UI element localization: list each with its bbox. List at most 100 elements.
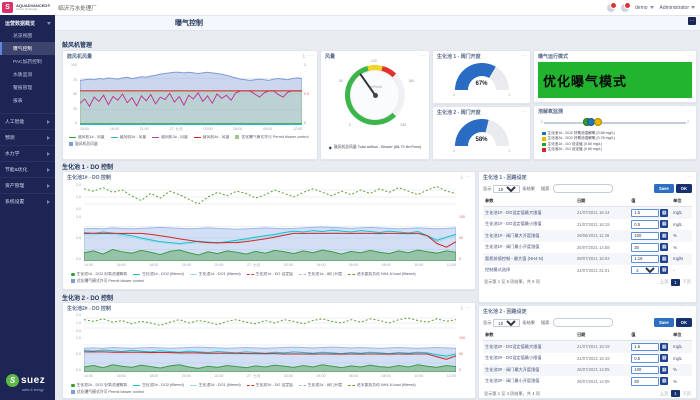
- apply-value-button[interactable]: ▦: [660, 220, 668, 228]
- legend-item[interactable]: 生化池2# - DO 设定值: [247, 383, 293, 388]
- sidebar-group[interactable]: 人工智能: [0, 113, 55, 129]
- sidebar-item[interactable]: 水质监测: [0, 68, 55, 81]
- sidebar-group[interactable]: 节能&优化: [0, 161, 55, 177]
- legend-item[interactable]: 鼓风机总风量: [69, 142, 98, 147]
- legend-item[interactable]: 生化池2# - DO2 好氧池溶解氧: [71, 383, 127, 388]
- page-number[interactable]: 1: [671, 279, 679, 286]
- legend-item[interactable]: 生化池2# - DO2 (filtered): [133, 383, 184, 388]
- apply-value-button[interactable]: ▦: [660, 354, 668, 362]
- legend-item[interactable]: 生化池1# - 阀门开度: [299, 272, 342, 277]
- brand-logo-icon[interactable]: S: [2, 2, 13, 13]
- sidebar-group[interactable]: 水力学: [0, 145, 55, 161]
- download-icon[interactable]: ⤓: [303, 54, 305, 59]
- legend-item[interactable]: 优化曝气模式许可 Permit blower control: [71, 390, 144, 395]
- prev-page-button[interactable]: 上页: [660, 279, 668, 285]
- do2-bottom-chart[interactable]: [84, 336, 456, 372]
- card-menu-icon[interactable]: ⋯: [521, 54, 526, 59]
- ok-button[interactable]: OK: [676, 318, 692, 327]
- slider-dot[interactable]: [594, 118, 602, 126]
- value-input[interactable]: [631, 354, 659, 363]
- value-select[interactable]: 2: [631, 266, 659, 274]
- env-dropdown[interactable]: demo: [635, 5, 654, 11]
- apply-value-button[interactable]: ▦: [660, 343, 668, 351]
- card-menu-icon[interactable]: ⋯: [521, 110, 526, 115]
- apply-value-button[interactable]: ▦: [660, 266, 668, 274]
- notification-icon[interactable]: [607, 4, 615, 12]
- legend-item[interactable]: 生化池2# - DO1 (filtered): [190, 383, 241, 388]
- sidebar-group[interactable]: 系统设置: [0, 193, 55, 209]
- apply-value-button[interactable]: ▦: [660, 255, 668, 263]
- ok-button[interactable]: OK: [676, 184, 692, 193]
- sidebar-group[interactable]: 资产管理: [0, 177, 55, 193]
- sidebar-item[interactable]: 警报管理: [0, 81, 55, 94]
- value-input[interactable]: [631, 232, 659, 241]
- do1-top-chart[interactable]: [84, 183, 456, 211]
- download-icon[interactable]: ⤓: [461, 306, 463, 311]
- legend-item[interactable]: 生化池1# - DO 设定值: [247, 272, 293, 277]
- card-menu-icon[interactable]: ⋯: [687, 309, 692, 314]
- prev-page-button[interactable]: 上页: [660, 391, 668, 397]
- panel-toggle-button[interactable]: ⋯: [688, 17, 696, 25]
- column-header[interactable]: 单位: [671, 330, 692, 341]
- legend-item[interactable]: 鼓风机1# - 风量: [69, 135, 105, 140]
- sidebar-group-main[interactable]: 运营数据概览: [0, 15, 55, 29]
- download-icon[interactable]: ⤓: [461, 175, 463, 180]
- search-input[interactable]: [553, 318, 613, 327]
- value-input[interactable]: [631, 220, 659, 229]
- sidebar-item[interactable]: PAC加药控制: [0, 55, 55, 68]
- blower-chart[interactable]: [80, 63, 302, 125]
- do-monitor-slider[interactable]: 0 2: [534, 116, 696, 128]
- legend-item[interactable]: 优化曝气模式许可 Permit blower control: [235, 135, 308, 140]
- sidebar-group[interactable]: 预测: [0, 129, 55, 145]
- card-menu-icon[interactable]: ⋯: [687, 109, 692, 114]
- next-page-button[interactable]: 下页: [683, 279, 691, 285]
- card-menu-icon[interactable]: ⋯: [466, 175, 471, 180]
- card-menu-icon[interactable]: ⋯: [687, 54, 692, 59]
- card-menu-icon[interactable]: ⋯: [420, 54, 425, 59]
- save-button[interactable]: Save: [654, 318, 674, 327]
- legend-item[interactable]: 优化曝气模式许可 Permit blower control: [71, 279, 144, 284]
- column-header[interactable]: 值: [629, 196, 671, 207]
- card-menu-icon[interactable]: ⋯: [687, 175, 692, 180]
- alarm-icon[interactable]: [621, 4, 629, 12]
- legend-item[interactable]: 生化池2# - 阀门开度: [299, 383, 342, 388]
- apply-value-button[interactable]: ▦: [660, 366, 668, 374]
- apply-value-button[interactable]: ▦: [660, 209, 668, 217]
- per-page-select[interactable]: 10: [493, 185, 520, 193]
- next-page-button[interactable]: 下页: [683, 391, 691, 397]
- do1-bottom-chart[interactable]: [84, 215, 456, 261]
- column-header[interactable]: 参数: [483, 330, 575, 341]
- do2-top-chart[interactable]: [84, 313, 456, 333]
- value-input[interactable]: [631, 255, 659, 264]
- legend-item[interactable]: 进水氨氮负荷 NH4-N load (filtered): [348, 383, 416, 388]
- page-number[interactable]: 1: [671, 390, 679, 397]
- column-header[interactable]: 单位: [671, 196, 692, 207]
- value-input[interactable]: [631, 366, 659, 375]
- sidebar-item[interactable]: 总览视图: [0, 29, 55, 42]
- legend-item[interactable]: 生化池1# - DO1 (filtered): [190, 272, 241, 277]
- column-header[interactable]: 值: [629, 330, 671, 341]
- legend-item[interactable]: 生化池1# - DO2 好氧池溶解氧: [71, 272, 127, 277]
- sidebar-item[interactable]: 曝气控制: [0, 42, 55, 55]
- value-input[interactable]: [631, 243, 659, 252]
- card-menu-icon[interactable]: ⋯: [308, 54, 313, 59]
- per-page-select[interactable]: 10: [493, 319, 520, 327]
- legend-item[interactable]: 生化池1# - DO2 (filtered): [133, 272, 184, 277]
- column-header[interactable]: 日期: [575, 196, 629, 207]
- column-header[interactable]: 参数: [483, 196, 575, 207]
- card-menu-icon[interactable]: ⋯: [466, 306, 471, 311]
- legend-item[interactable]: 进水氨氮负荷 NH4-N load (filtered): [348, 272, 416, 277]
- legend-item[interactable]: 鼓风机2# - 风量: [111, 135, 147, 140]
- sidebar-item[interactable]: 报表: [0, 94, 55, 107]
- legend-item[interactable]: 鼓风机4# - 风量: [194, 135, 230, 140]
- save-button[interactable]: Save: [654, 184, 674, 193]
- apply-value-button[interactable]: ▦: [660, 377, 668, 385]
- legend-item[interactable]: 鼓风机3# - 风量: [152, 135, 188, 140]
- value-input[interactable]: [631, 343, 659, 352]
- user-dropdown[interactable]: Administrator: [660, 5, 695, 11]
- column-header[interactable]: 日期: [575, 330, 629, 341]
- apply-value-button[interactable]: ▦: [660, 232, 668, 240]
- value-input[interactable]: [631, 377, 659, 386]
- search-input[interactable]: [553, 184, 613, 193]
- value-input[interactable]: [631, 209, 659, 218]
